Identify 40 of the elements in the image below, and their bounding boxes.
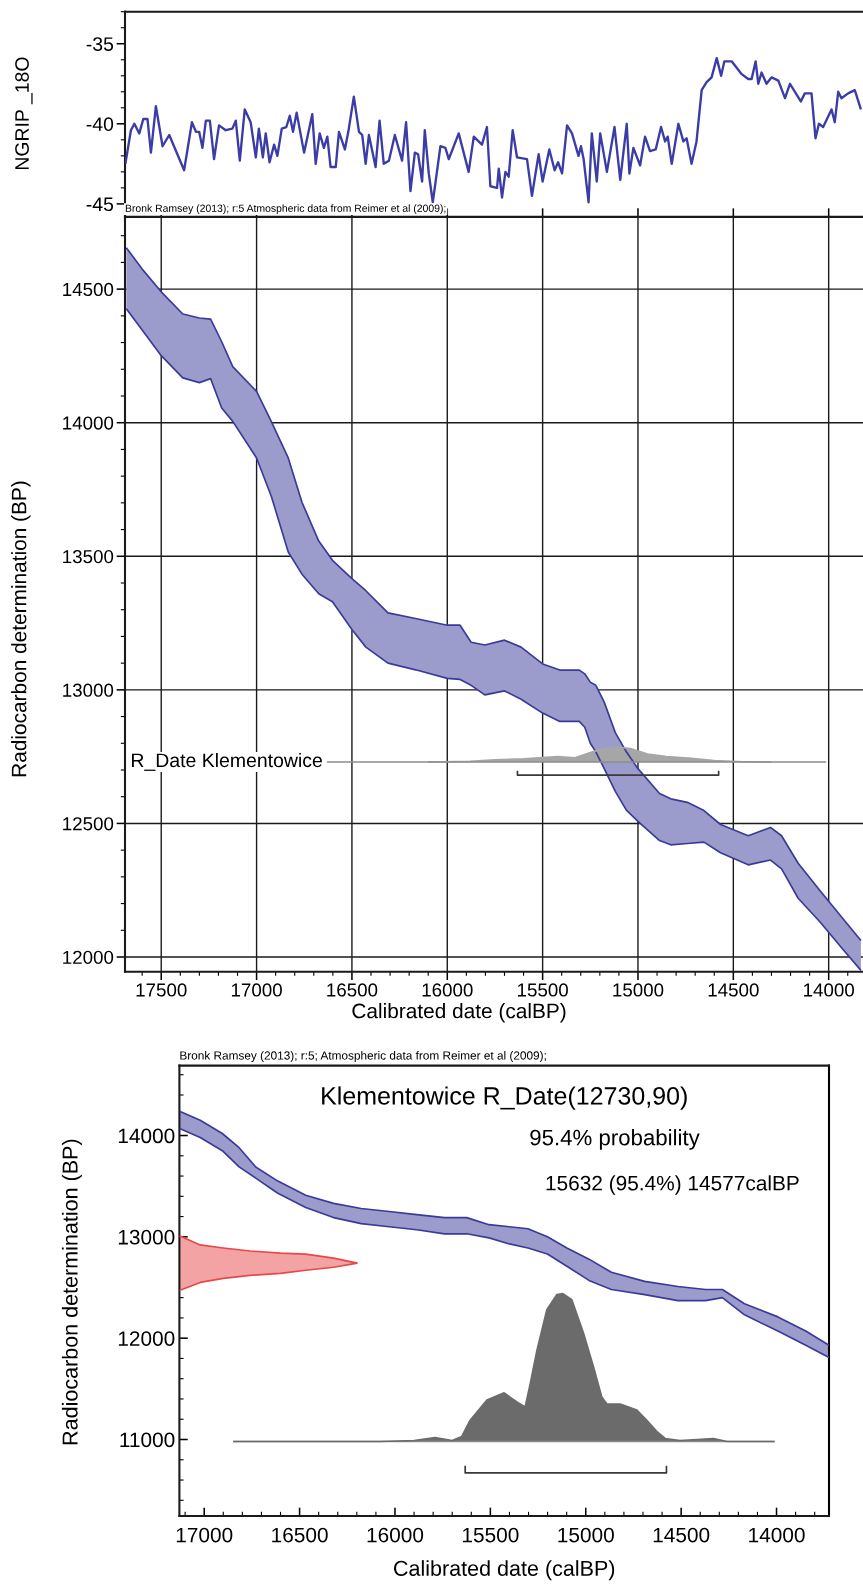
y-tick-label: 14000 xyxy=(63,416,114,430)
annotation: 95.4% probability xyxy=(530,1129,700,1150)
y-tick-label: 14000 xyxy=(118,1128,175,1144)
y-tick-label: 12500 xyxy=(63,817,114,831)
y-tick-label: -40 xyxy=(86,117,114,132)
x-tick-label: 16500 xyxy=(327,983,378,997)
x-tick-label: 16500 xyxy=(272,1527,328,1543)
x-tick-label: 16000 xyxy=(367,1527,424,1543)
x-tick-label: 14500 xyxy=(653,1527,710,1543)
y-tick-label: 14500 xyxy=(63,282,114,297)
x-tick-label: 15500 xyxy=(462,1527,519,1543)
y-tick-label: -35 xyxy=(86,37,114,51)
y-tick-label: 12000 xyxy=(63,950,114,964)
y-tick-label: 13000 xyxy=(63,683,114,697)
y-tick-label: 13500 xyxy=(63,549,114,564)
y-axis-title: Radiocarbon determination (BP) xyxy=(11,481,31,777)
y-axis-title: NGRIP _18O xyxy=(15,57,33,170)
y-tick-label: 13000 xyxy=(118,1229,175,1245)
x-tick-label: 14000 xyxy=(804,983,855,997)
y-axis-title: Radiocarbon determination (BP) xyxy=(61,1139,82,1445)
y-tick-label: -45 xyxy=(86,197,114,212)
x-tick-label: 15000 xyxy=(558,1527,614,1543)
text: Bronk Ramsey (2013); r:5; Atmospheric data from Reimer et al (2009); xyxy=(180,1050,546,1062)
annotation: 15632 (95.4%) 14577calBP xyxy=(546,1175,799,1195)
line-series xyxy=(125,56,863,204)
x-tick-label: 17000 xyxy=(176,1527,233,1543)
x-tick-label: 16000 xyxy=(422,983,473,997)
x-axis-title: Calibrated date (calBP) xyxy=(352,1003,566,1023)
annotation: Bronk Ramsey (2013); r:5 Atmospheric data from Reimer et al (2009); xyxy=(125,204,446,214)
x-tick-label: 17500 xyxy=(136,983,187,997)
x-tick-label: 15500 xyxy=(517,983,568,997)
x-tick-label: 17000 xyxy=(231,983,282,997)
x-tick-label: 14000 xyxy=(749,1527,805,1543)
x-tick-label: 14500 xyxy=(708,983,759,997)
text: Klementowice R_Date(12730,90) xyxy=(322,1086,687,1110)
series-label: R_Date Klementowice xyxy=(132,752,322,771)
x-tick-label: 15000 xyxy=(613,983,664,997)
y-tick-label: 11000 xyxy=(120,1432,175,1448)
x-axis-title: Calibrated date (calBP) xyxy=(394,1560,615,1581)
y-tick-label: 12000 xyxy=(118,1331,175,1346)
